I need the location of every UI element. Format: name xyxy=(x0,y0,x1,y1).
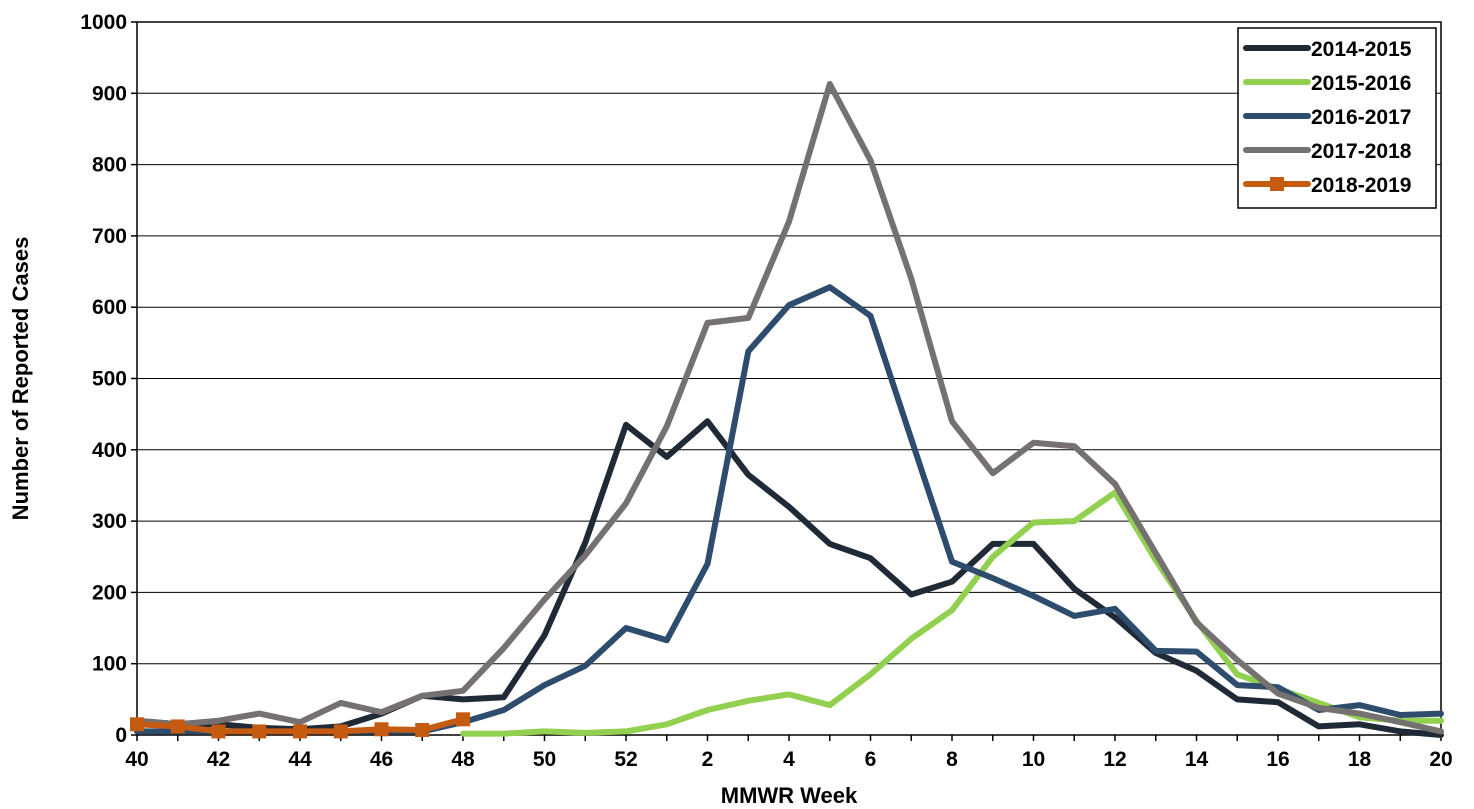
y-tick-label: 200 xyxy=(92,581,127,604)
y-tick-label: 800 xyxy=(92,154,127,177)
x-tick-label: 20 xyxy=(1429,748,1452,771)
x-tick-label: 10 xyxy=(1022,748,1045,771)
x-tick-label: 40 xyxy=(125,748,148,771)
y-tick-label: 0 xyxy=(115,724,127,747)
plot-area-frame xyxy=(136,21,1442,736)
y-tick-label: 900 xyxy=(92,82,127,105)
y-tick-label: 100 xyxy=(92,653,127,676)
series-line-2014-2015 xyxy=(134,418,1444,738)
series-marker-2018-2019 xyxy=(415,723,430,738)
x-tick-label: 12 xyxy=(1103,748,1126,771)
series-marker-2018-2019 xyxy=(130,717,144,732)
y-tick-label: 300 xyxy=(92,510,127,533)
x-axis-title: MMWR Week xyxy=(721,783,858,808)
legend: 2014-2015 2015-2016 2016-2017 2017-2018 2018… xyxy=(1237,27,1437,209)
legend-label: 2017-2018 xyxy=(1311,140,1412,163)
y-tick-label: 1000 xyxy=(80,11,127,34)
legend-marker xyxy=(1270,177,1284,191)
x-tick-label: 14 xyxy=(1185,748,1209,771)
y-tick-labels: 0 100 200 300 400 500 600 700 800 900 1000 xyxy=(80,11,127,747)
x-tick-label: 44 xyxy=(288,748,312,771)
series-marker-2018-2019 xyxy=(374,722,389,737)
x-tick-label: 2 xyxy=(702,748,714,771)
legend-label: 2014-2015 xyxy=(1311,38,1412,61)
y-tick-label: 500 xyxy=(92,368,127,391)
x-tick-label: 4 xyxy=(783,748,795,771)
x-tick-labels: 40 42 44 46 48 50 52 2 4 6 8 10 12 14 16 18 20 xyxy=(125,748,1452,771)
y-tick-label: 400 xyxy=(92,439,127,462)
series-marker-2018-2019 xyxy=(293,724,307,739)
x-tick-label: 50 xyxy=(533,748,556,771)
x-tick-label: 48 xyxy=(451,748,475,771)
legend-label: 2018-2019 xyxy=(1311,174,1411,197)
series-line-2017-2018 xyxy=(134,81,1444,735)
x-tick-label: 8 xyxy=(946,748,958,771)
series-marker-2018-2019 xyxy=(252,724,267,739)
x-tick-label: 42 xyxy=(207,748,230,771)
x-tick-label: 16 xyxy=(1266,748,1289,771)
x-tick-label: 46 xyxy=(370,748,393,771)
y-tick-label: 700 xyxy=(92,225,127,248)
legend-label: 2016-2017 xyxy=(1311,106,1411,129)
series-marker-2018-2019 xyxy=(456,712,470,727)
x-tick-label: 18 xyxy=(1348,748,1372,771)
legend-label: 2015-2016 xyxy=(1311,72,1411,95)
series-marker-2018-2019 xyxy=(333,724,348,739)
x-tick-label: 6 xyxy=(865,748,877,771)
series-marker-2018-2019 xyxy=(211,724,226,739)
y-axis-title: Number of Reported Cases xyxy=(8,237,33,521)
x-tick-label: 52 xyxy=(614,748,637,771)
y-tick-label: 600 xyxy=(92,296,127,319)
series-marker-2018-2019 xyxy=(170,719,185,734)
series-lines xyxy=(130,81,1444,739)
